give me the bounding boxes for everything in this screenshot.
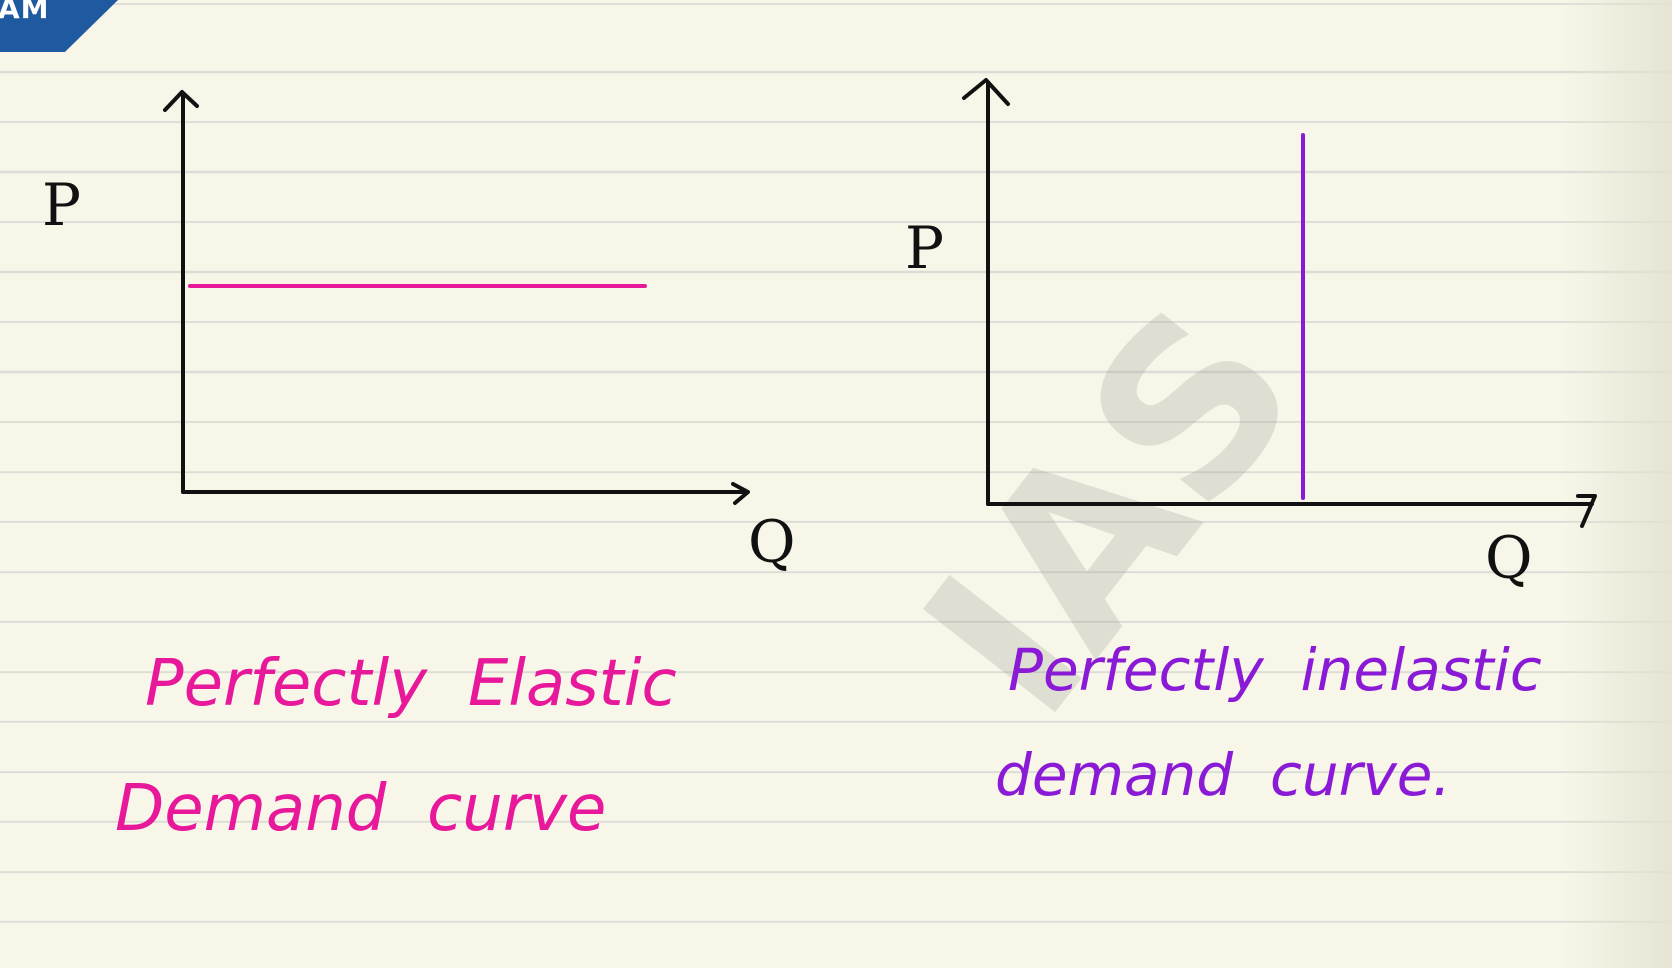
elastic-caption-line2: Demand curve <box>115 772 606 846</box>
right-x-axis-label: Q <box>1485 524 1533 592</box>
inelastic-caption-line1: Perfectly inelastic <box>1008 636 1542 704</box>
left-graph: P Q Perfectly Elastic Demand curve <box>42 90 796 846</box>
left-x-axis-label: Q <box>748 508 796 576</box>
right-x-arrowhead <box>1576 494 1597 528</box>
left-y-arrowhead <box>163 90 199 112</box>
right-graph: P Q Perfectly inelastic demand curve. <box>905 78 1597 809</box>
inelastic-caption-line2: demand curve. <box>995 741 1451 809</box>
corner-badge-text: AM <box>0 0 50 25</box>
page-edge-shadow <box>1562 0 1672 968</box>
right-y-arrowhead <box>962 78 1010 106</box>
right-y-axis-label: P <box>905 214 944 282</box>
left-x-arrowhead <box>731 482 750 505</box>
elastic-caption-line1: Perfectly Elastic <box>145 647 677 721</box>
left-y-axis-label: P <box>42 171 81 239</box>
